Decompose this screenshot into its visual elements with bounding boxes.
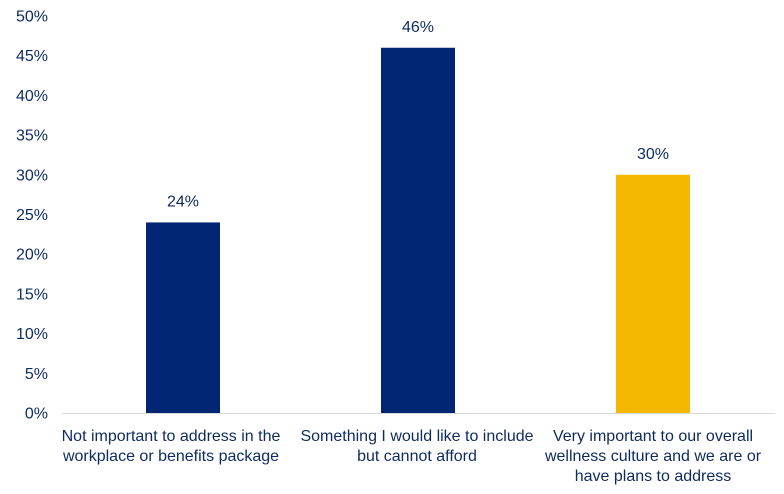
y-tick-label: 45% — [16, 48, 48, 65]
bar-2 — [381, 47, 455, 413]
y-tick-label: 0% — [25, 406, 48, 423]
y-tick-label: 25% — [16, 207, 48, 224]
data-label-2: 46% — [402, 19, 434, 36]
y-tick-label: 30% — [16, 167, 48, 184]
y-tick-label: 50% — [16, 9, 48, 26]
y-tick-label: 20% — [16, 247, 48, 264]
y-tick-label: 40% — [16, 88, 48, 105]
x-category-label-2: Something I would like to include but ca… — [300, 428, 534, 465]
x-category-label-1: Not important to address in the workplac… — [61, 428, 281, 465]
data-labels: 24% 46% 30% — [167, 19, 669, 211]
y-tick-label: 10% — [16, 326, 48, 343]
bar-1 — [146, 222, 220, 413]
bars — [146, 47, 690, 413]
data-label-1: 24% — [167, 193, 199, 210]
y-axis-ticks: 0% 5% 10% 15% 20% 25% 30% 35% 40% 45% 50% — [16, 9, 48, 423]
data-label-3: 30% — [637, 146, 669, 163]
y-tick-label: 35% — [16, 128, 48, 145]
bar-3 — [616, 174, 690, 413]
x-category-label-3: Very important to our overall wellness c… — [544, 428, 762, 485]
y-tick-label: 15% — [16, 286, 48, 303]
y-tick-label: 5% — [25, 366, 48, 383]
